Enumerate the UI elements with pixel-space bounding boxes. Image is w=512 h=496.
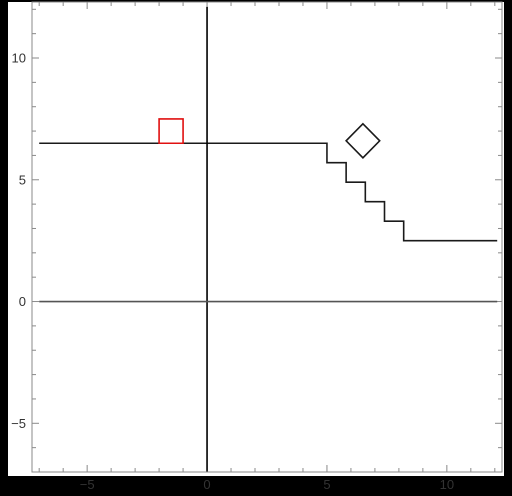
y-tick-label: 5 [19,172,26,187]
x-tick-label: 0 [203,477,210,492]
y-tick-label: 10 [12,51,26,66]
series-line-0 [39,142,498,242]
plot-frame [31,1,503,473]
tick-labels-group: −5 0 5 10 −5 0 5 10 [11,51,454,492]
plot-background [8,2,504,476]
ticks-group [32,2,502,473]
series-group [39,6,498,472]
square-marker [158,118,184,145]
diamond-marker [345,122,381,159]
x-tick-label: 5 [323,477,330,492]
x-tick-label: −5 [80,477,95,492]
x-tick-label: 10 [440,477,454,492]
y-tick-label: 0 [19,294,26,309]
y-tick-label: −5 [11,416,26,431]
